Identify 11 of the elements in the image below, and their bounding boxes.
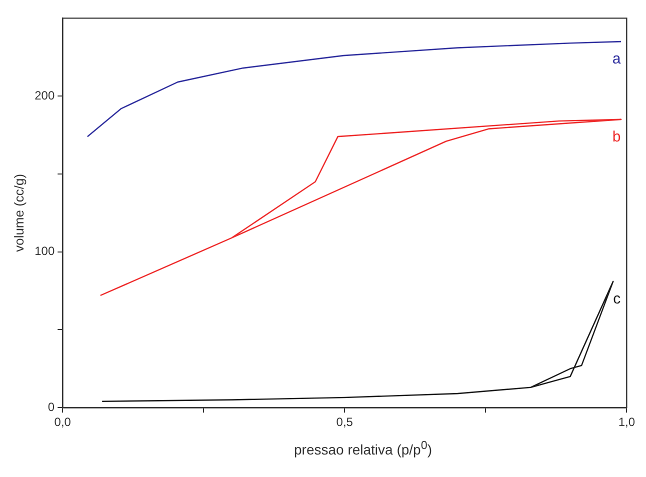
x-axis-title: pressao relativa (p/p$^{0}$): [293, 439, 433, 458]
x-tick-label: 1,0: [618, 415, 636, 430]
y-axis-title: volume (cc/g): [11, 174, 26, 252]
y-tick-label: 100: [34, 244, 55, 258]
series-label: a: [612, 50, 622, 68]
series-label: c: [613, 290, 622, 308]
series-label: b: [612, 128, 621, 146]
x-tick-label: 0,5: [336, 415, 354, 430]
x-tick-label: 0,0: [54, 415, 72, 430]
y-tick-label: 0: [48, 400, 55, 414]
y-tick-label: 200: [34, 88, 55, 102]
